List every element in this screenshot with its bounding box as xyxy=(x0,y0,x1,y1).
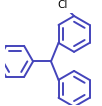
Text: Cl: Cl xyxy=(57,0,68,10)
